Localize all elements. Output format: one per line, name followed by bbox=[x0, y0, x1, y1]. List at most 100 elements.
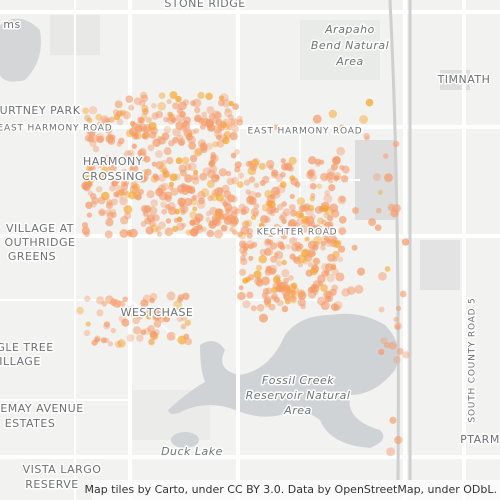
point bbox=[194, 213, 204, 222]
point bbox=[191, 177, 200, 185]
point bbox=[270, 171, 278, 179]
point bbox=[229, 218, 238, 227]
point-density bbox=[76, 91, 410, 457]
point bbox=[212, 110, 221, 119]
point bbox=[253, 203, 260, 210]
point bbox=[177, 296, 183, 303]
point bbox=[359, 114, 369, 124]
point bbox=[98, 208, 106, 217]
point bbox=[189, 154, 198, 163]
point bbox=[351, 244, 358, 251]
point bbox=[314, 205, 323, 214]
point bbox=[226, 177, 235, 186]
point bbox=[393, 355, 401, 364]
point bbox=[208, 165, 218, 174]
point bbox=[184, 337, 193, 346]
point bbox=[184, 197, 193, 207]
point bbox=[179, 169, 188, 177]
point bbox=[152, 138, 161, 148]
point bbox=[328, 184, 336, 192]
point bbox=[265, 159, 275, 169]
place-label: VISTA LARGO bbox=[23, 463, 102, 476]
park-label: Arapaho bbox=[324, 23, 375, 36]
point bbox=[300, 204, 309, 212]
point bbox=[288, 166, 294, 173]
point bbox=[76, 306, 84, 315]
point bbox=[205, 216, 211, 223]
point bbox=[104, 230, 113, 239]
point bbox=[324, 295, 332, 303]
point bbox=[158, 221, 166, 230]
point bbox=[199, 142, 208, 151]
point bbox=[396, 347, 404, 355]
point bbox=[188, 141, 197, 150]
point bbox=[152, 312, 162, 321]
point bbox=[238, 285, 244, 291]
point bbox=[341, 165, 350, 174]
point bbox=[99, 209, 105, 216]
point bbox=[218, 168, 227, 177]
point bbox=[215, 193, 224, 202]
point bbox=[175, 95, 182, 103]
point bbox=[240, 226, 250, 235]
point bbox=[142, 211, 149, 217]
point bbox=[165, 218, 172, 224]
point bbox=[109, 208, 117, 216]
fossil-creek-reservoir bbox=[168, 313, 399, 448]
point bbox=[123, 205, 133, 214]
point bbox=[163, 116, 169, 123]
point bbox=[181, 156, 190, 165]
road-label: KECHTER ROAD bbox=[257, 228, 338, 238]
point bbox=[243, 179, 251, 186]
point bbox=[138, 117, 145, 124]
point bbox=[309, 225, 316, 232]
point bbox=[145, 313, 152, 320]
point bbox=[105, 218, 114, 227]
point bbox=[316, 183, 322, 189]
place-label: GREENS bbox=[8, 250, 56, 263]
point bbox=[383, 341, 391, 349]
point bbox=[279, 244, 286, 251]
point bbox=[108, 184, 116, 192]
point bbox=[234, 149, 241, 155]
point bbox=[146, 190, 155, 199]
point bbox=[265, 239, 271, 245]
point bbox=[143, 124, 152, 133]
point bbox=[265, 206, 275, 215]
point bbox=[231, 176, 240, 185]
point bbox=[302, 204, 310, 212]
point bbox=[234, 161, 242, 169]
point bbox=[280, 281, 289, 291]
point bbox=[197, 197, 206, 205]
point bbox=[142, 169, 148, 175]
point bbox=[214, 111, 222, 120]
point bbox=[321, 263, 329, 271]
point bbox=[340, 175, 349, 183]
point bbox=[178, 101, 187, 111]
point bbox=[380, 337, 388, 345]
point bbox=[156, 231, 163, 237]
point bbox=[312, 114, 322, 124]
point bbox=[317, 274, 326, 283]
point bbox=[87, 135, 95, 143]
point bbox=[312, 280, 321, 289]
point bbox=[378, 271, 387, 281]
point bbox=[321, 234, 328, 241]
point bbox=[91, 197, 99, 205]
point bbox=[329, 203, 339, 213]
point bbox=[184, 319, 192, 326]
point bbox=[302, 258, 309, 265]
point bbox=[127, 104, 135, 111]
duck-lake bbox=[171, 432, 199, 448]
point bbox=[389, 416, 397, 424]
point bbox=[194, 114, 202, 123]
point bbox=[130, 164, 139, 173]
point bbox=[84, 295, 91, 302]
point bbox=[182, 125, 191, 135]
point bbox=[337, 256, 344, 263]
point bbox=[245, 189, 251, 195]
point bbox=[242, 300, 251, 309]
point bbox=[317, 296, 326, 306]
point bbox=[87, 190, 93, 196]
point bbox=[207, 123, 216, 132]
